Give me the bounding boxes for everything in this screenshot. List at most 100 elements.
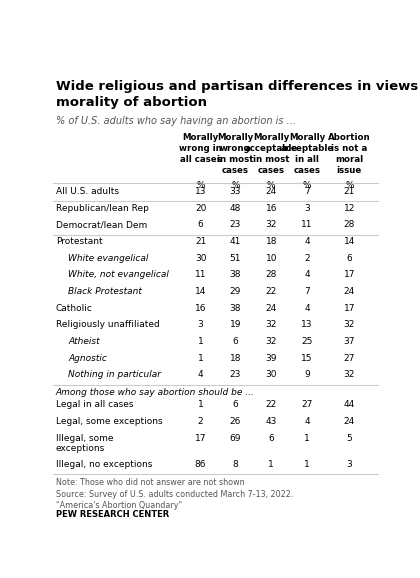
Text: 24: 24 <box>265 187 277 196</box>
Text: %: % <box>267 180 276 190</box>
Text: 27: 27 <box>344 354 355 363</box>
Text: 28: 28 <box>344 220 355 229</box>
Text: 14: 14 <box>344 237 355 246</box>
Text: 2: 2 <box>198 417 203 426</box>
Text: Morally
acceptable
in all
cases: Morally acceptable in all cases <box>281 134 333 175</box>
Text: 86: 86 <box>195 460 206 469</box>
Text: 22: 22 <box>265 401 277 409</box>
Text: 4: 4 <box>304 237 310 246</box>
Text: 5: 5 <box>346 434 352 443</box>
Text: Morally
wrong in
all cases: Morally wrong in all cases <box>179 134 222 164</box>
Text: %: % <box>345 180 354 190</box>
Text: 30: 30 <box>265 370 277 379</box>
Text: 18: 18 <box>230 354 241 363</box>
Text: 11: 11 <box>301 220 313 229</box>
Text: 1: 1 <box>304 460 310 469</box>
Text: Protestant: Protestant <box>56 237 102 246</box>
Text: 4: 4 <box>198 370 203 379</box>
Text: 30: 30 <box>195 254 206 262</box>
Text: 21: 21 <box>344 187 355 196</box>
Text: 23: 23 <box>230 220 241 229</box>
Text: 11: 11 <box>195 271 206 279</box>
Text: White evangelical: White evangelical <box>68 254 149 262</box>
Text: 38: 38 <box>230 271 241 279</box>
Text: 32: 32 <box>265 220 277 229</box>
Text: 48: 48 <box>230 203 241 213</box>
Text: 6: 6 <box>268 434 274 443</box>
Text: 37: 37 <box>344 337 355 346</box>
Text: %: % <box>231 180 240 190</box>
Text: Nothing in particular: Nothing in particular <box>68 370 161 379</box>
Text: 1: 1 <box>268 460 274 469</box>
Text: 13: 13 <box>301 320 313 329</box>
Text: 6: 6 <box>198 220 203 229</box>
Text: 18: 18 <box>265 237 277 246</box>
Text: White, not evangelical: White, not evangelical <box>68 271 169 279</box>
Text: Illegal, no exceptions: Illegal, no exceptions <box>56 460 152 469</box>
Text: 32: 32 <box>265 320 277 329</box>
Text: Agnostic: Agnostic <box>68 354 107 363</box>
Text: 7: 7 <box>304 287 310 296</box>
Text: 28: 28 <box>265 271 277 279</box>
Text: 43: 43 <box>265 417 277 426</box>
Text: All U.S. adults: All U.S. adults <box>56 187 119 196</box>
Text: Morally
wrong
in most
cases: Morally wrong in most cases <box>217 134 254 175</box>
Text: 21: 21 <box>195 237 206 246</box>
Text: 12: 12 <box>344 203 355 213</box>
Text: 23: 23 <box>230 370 241 379</box>
Text: 14: 14 <box>195 287 206 296</box>
Text: 3: 3 <box>304 203 310 213</box>
Text: %: % <box>303 180 311 190</box>
Text: 24: 24 <box>344 287 355 296</box>
Text: 29: 29 <box>230 287 241 296</box>
Text: 38: 38 <box>230 303 241 313</box>
Text: 16: 16 <box>265 203 277 213</box>
Text: 10: 10 <box>265 254 277 262</box>
Text: %: % <box>196 180 205 190</box>
Text: 4: 4 <box>304 271 310 279</box>
Text: Legal, some exceptions: Legal, some exceptions <box>56 417 163 426</box>
Text: Catholic: Catholic <box>56 303 93 313</box>
Text: Abortion
is not a
moral
issue: Abortion is not a moral issue <box>328 134 371 175</box>
Text: 22: 22 <box>265 287 277 296</box>
Text: 44: 44 <box>344 401 355 409</box>
Text: 41: 41 <box>230 237 241 246</box>
Text: 1: 1 <box>198 337 203 346</box>
Text: 3: 3 <box>346 460 352 469</box>
Text: Among those who say abortion should be ...: Among those who say abortion should be .… <box>56 388 255 397</box>
Text: Legal in all cases: Legal in all cases <box>56 401 133 409</box>
Text: 24: 24 <box>265 303 277 313</box>
Text: Religiously unaffiliated: Religiously unaffiliated <box>56 320 160 329</box>
Text: 24: 24 <box>344 417 355 426</box>
Text: Black Protestant: Black Protestant <box>68 287 142 296</box>
Text: 1: 1 <box>198 401 203 409</box>
Text: 32: 32 <box>344 370 355 379</box>
Text: 6: 6 <box>233 401 238 409</box>
Text: 25: 25 <box>302 337 313 346</box>
Text: 3: 3 <box>198 320 203 329</box>
Text: Democrat/lean Dem: Democrat/lean Dem <box>56 220 147 229</box>
Text: 15: 15 <box>301 354 313 363</box>
Text: 26: 26 <box>230 417 241 426</box>
Text: % of U.S. adults who say having an abortion is ...: % of U.S. adults who say having an abort… <box>56 116 296 125</box>
Text: 32: 32 <box>344 320 355 329</box>
Text: 4: 4 <box>304 303 310 313</box>
Text: 8: 8 <box>233 460 238 469</box>
Text: 20: 20 <box>195 203 206 213</box>
Text: 1: 1 <box>304 434 310 443</box>
Text: 19: 19 <box>230 320 241 329</box>
Text: 17: 17 <box>195 434 206 443</box>
Text: Note: Those who did not answer are not shown
Source: Survey of U.S. adults condu: Note: Those who did not answer are not s… <box>56 478 293 510</box>
Text: 6: 6 <box>233 337 238 346</box>
Text: 9: 9 <box>304 370 310 379</box>
Text: 2: 2 <box>304 254 310 262</box>
Text: 32: 32 <box>265 337 277 346</box>
Text: 17: 17 <box>344 303 355 313</box>
Text: Atheist: Atheist <box>68 337 100 346</box>
Text: 33: 33 <box>230 187 241 196</box>
Text: 13: 13 <box>195 187 206 196</box>
Text: 39: 39 <box>265 354 277 363</box>
Text: 27: 27 <box>302 401 313 409</box>
Text: Illegal, some
exceptions: Illegal, some exceptions <box>56 434 113 453</box>
Text: Wide religious and partisan differences in views of the
morality of abortion: Wide religious and partisan differences … <box>56 80 420 109</box>
